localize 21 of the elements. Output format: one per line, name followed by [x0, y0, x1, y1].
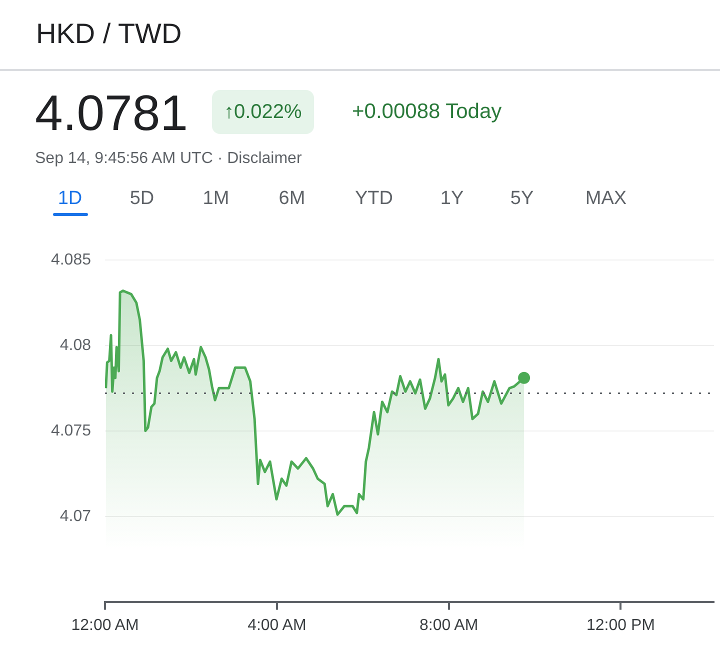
text: ↑0.022%	[212, 90, 314, 134]
y-tick-label: 4.085	[50, 251, 92, 268]
text: 1D	[58, 188, 82, 210]
chart-subtitle: Sep 14, 9:45:56 AM UTC · Disclaimer	[35, 150, 302, 168]
text: 4.0781	[35, 84, 188, 142]
y-tick-label: 4.075	[50, 422, 92, 440]
x-tick-label: 12:00 AM	[71, 616, 139, 634]
x-tick-label: 4:00 AM	[248, 616, 306, 634]
text: 1Y	[440, 188, 464, 210]
text: 5D	[130, 188, 154, 210]
x-tick-label: 12:00 PM	[586, 616, 655, 634]
text: 1M	[202, 188, 230, 210]
text: MAX	[585, 188, 627, 210]
x-tick-label: 8:00 AM	[419, 616, 478, 634]
text: +0.00088 Today	[352, 100, 502, 124]
y-tick-label: 4.08	[60, 336, 92, 354]
chart-title: HKD / TWD	[36, 18, 182, 50]
text: 5Y	[510, 188, 534, 210]
text: YTD	[355, 188, 393, 210]
y-tick-label: 4.07	[60, 508, 92, 525]
text: 6M	[278, 188, 306, 210]
